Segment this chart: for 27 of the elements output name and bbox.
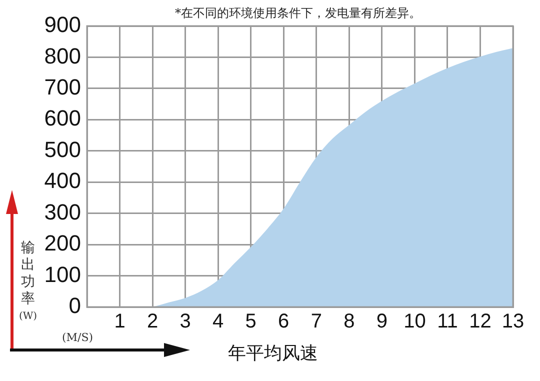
y-axis-title: 输出功率(W)	[18, 240, 38, 324]
y-tick-label: 200	[44, 230, 81, 256]
y-tick-label: 500	[44, 136, 81, 162]
y-tick-label: 700	[44, 74, 81, 100]
y-tick-label: 100	[44, 262, 81, 287]
y-tick-label: 600	[44, 106, 81, 131]
text: *在不同的环境使用条件下，发电量有所差异。	[175, 5, 421, 22]
x-tick-label: 12	[469, 310, 492, 333]
x-tick-label: 6	[278, 310, 290, 333]
x-tick-label: 1	[114, 310, 126, 333]
x-tick-label: 8	[344, 310, 355, 333]
x-tick-label: 11	[437, 310, 458, 333]
x-tick-label: 10	[404, 310, 426, 333]
y-tick-label: 900	[44, 12, 81, 38]
x-tick-label: 2	[146, 310, 158, 333]
x-tick-label: 7	[310, 310, 322, 333]
x-tick-label: 9	[376, 310, 388, 333]
x-axis-title: 年平均风速	[228, 342, 318, 365]
y-tick-label: 400	[44, 168, 81, 194]
text: (M/S)	[62, 331, 94, 344]
x-tick-label: 3	[180, 310, 191, 333]
y-tick-label: 300	[44, 199, 81, 224]
y-tick-label: 0	[68, 293, 81, 318]
y-tick-label: 800	[44, 43, 81, 68]
x-tick-label: 5	[245, 310, 256, 333]
x-tick-label: 13	[502, 310, 524, 333]
x-tick-label: 4	[212, 310, 224, 333]
